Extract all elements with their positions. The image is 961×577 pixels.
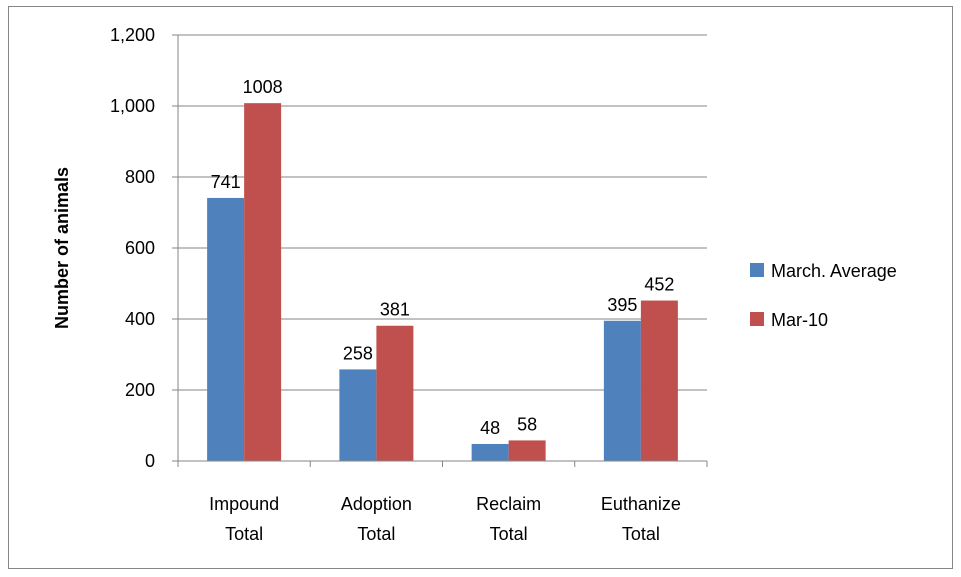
bar [339,369,377,461]
data-label: 1008 [243,77,283,97]
data-label: 58 [517,414,537,434]
y-tick-label: 1,200 [110,25,155,45]
x-tick-label: Total [357,524,395,544]
y-tick-labels: 0 200 400 600 800 1,000 1,200 [110,25,155,471]
data-labels: 741 1008 258 381 48 58 395 452 [211,77,675,438]
bar [640,300,678,461]
data-label: 381 [380,300,410,320]
y-tick-label: 200 [125,380,155,400]
legend-label: March. Average [771,261,897,281]
data-label: 395 [607,295,637,315]
chart-frame [8,6,953,569]
y-tick-label: 800 [125,167,155,187]
y-tick-label: 400 [125,309,155,329]
legend-swatch [750,263,764,277]
x-tick-label: Euthanize [601,494,681,514]
data-label: 452 [644,275,674,295]
axes [172,34,708,467]
x-tick-label: Impound [209,494,279,514]
y-tick-label: 0 [145,451,155,471]
bar [244,103,282,461]
data-label: 258 [343,343,373,363]
bar [376,325,414,461]
bar [471,443,509,461]
bar [603,320,641,461]
bar [207,197,245,461]
legend-swatch [750,312,764,326]
y-axis-label: Number of animals [52,167,72,329]
data-label: 741 [211,172,241,192]
x-tick-labels: Impound Total Adoption Total Reclaim Total Eut… [209,494,681,544]
x-tick-label: Reclaim [476,494,541,514]
x-tick-label: Total [225,524,263,544]
x-tick-label: Total [490,524,528,544]
y-tick-label: 1,000 [110,96,155,116]
data-label: 48 [480,418,500,438]
x-tick-label: Total [622,524,660,544]
bar [508,440,546,461]
x-tick-label: Adoption [341,494,412,514]
legend: March. Average Mar-10 [750,261,897,330]
legend-label: Mar-10 [771,310,828,330]
bars [207,103,678,461]
y-tick-label: 600 [125,238,155,258]
